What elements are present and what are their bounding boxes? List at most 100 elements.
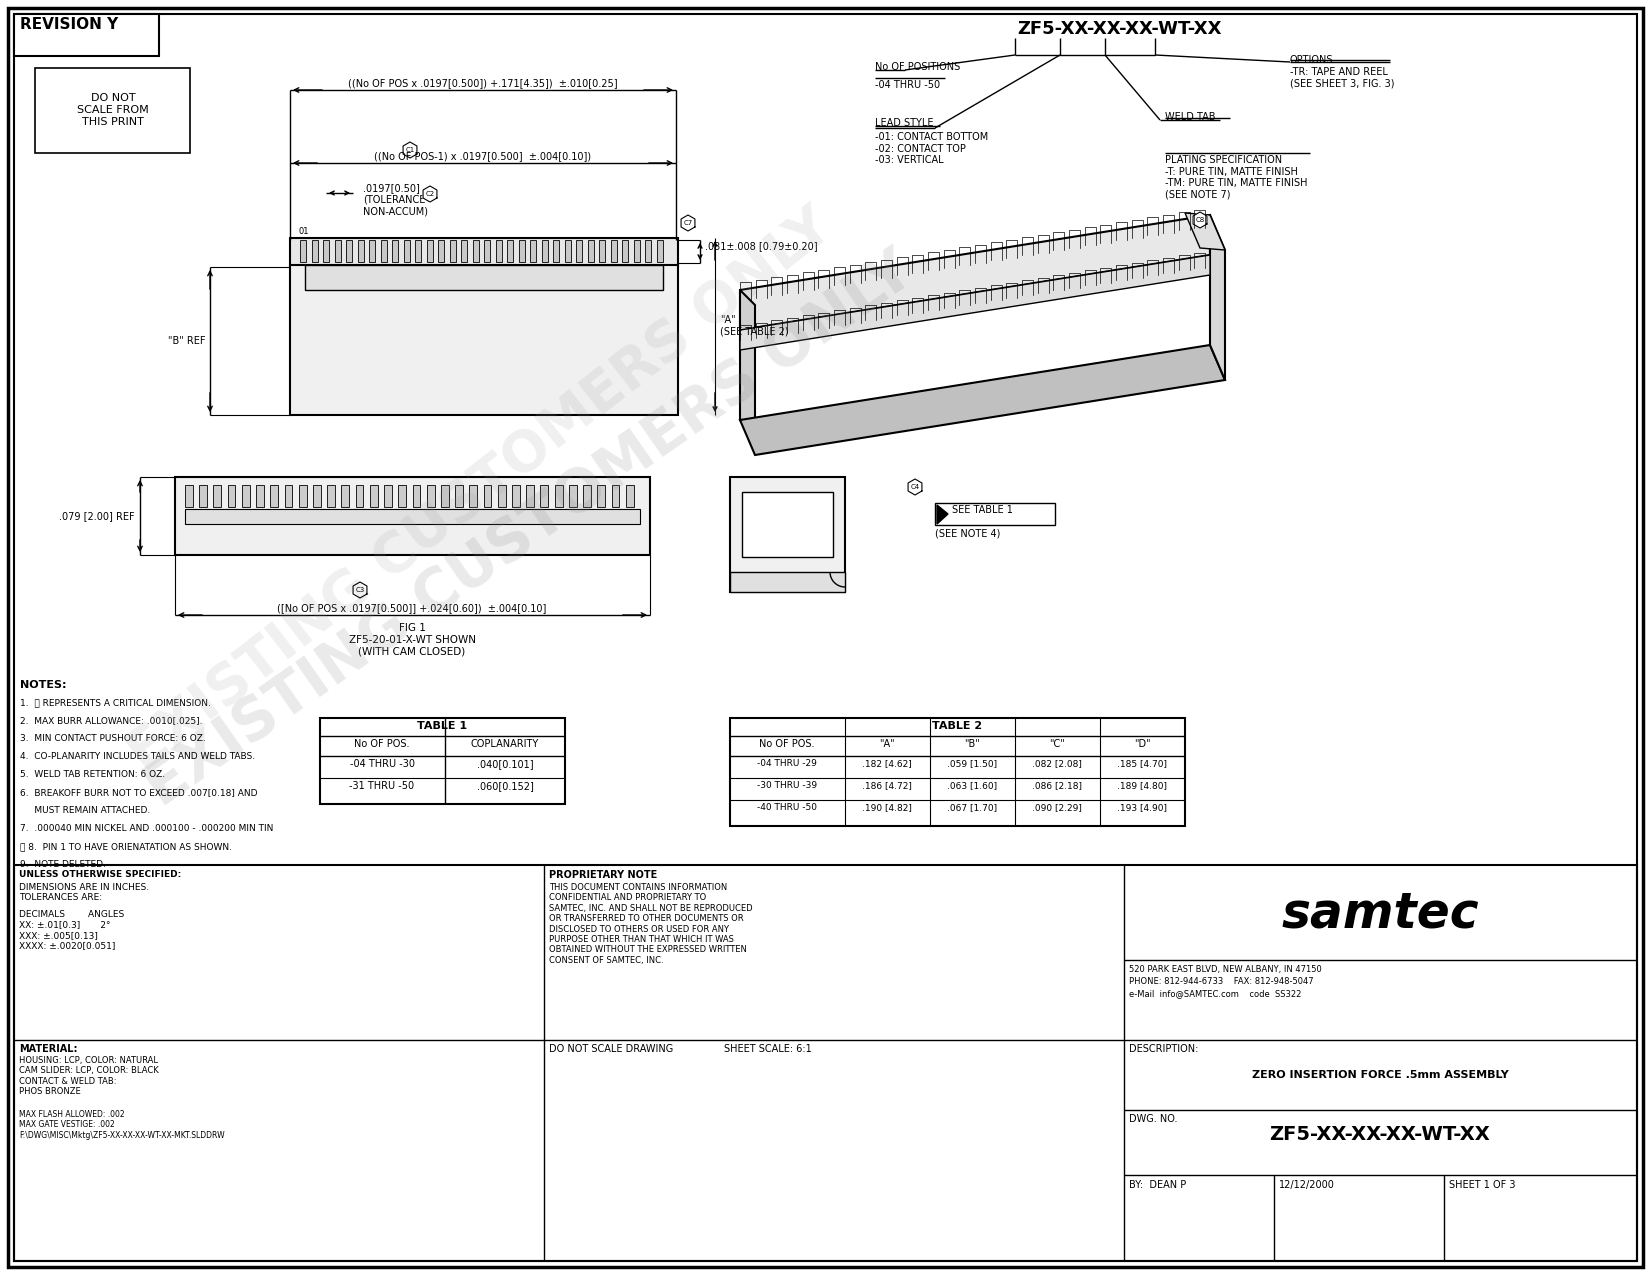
Text: (SEE NOTE 4): (SEE NOTE 4) [934,528,1001,538]
Text: "B" REF: "B" REF [167,337,205,346]
Bar [228,484,236,507]
Bar [370,484,378,507]
Bar [583,484,591,507]
Text: BY:  DEAN P: BY: DEAN P [1129,1179,1187,1190]
Bar [570,484,576,507]
Text: -01: CONTACT BOTTOM
-02: CONTACT TOP
-03: VERTICAL: -01: CONTACT BOTTOM -02: CONTACT TOP -03… [875,133,989,166]
Text: C7: C7 [684,221,693,226]
Text: .082 [2.08]: .082 [2.08] [1032,759,1081,768]
Text: TABLE 1: TABLE 1 [418,720,467,731]
Text: samtec: samtec [1281,889,1479,937]
Bar [456,484,462,507]
Text: LEAD STYLE: LEAD STYLE [875,119,933,128]
Text: -31 THRU -50: -31 THRU -50 [350,782,414,790]
Text: EXISTING CUSTOMERS ONLY: EXISTING CUSTOMERS ONLY [135,242,925,819]
Text: 5.  WELD TAB RETENTION: 6 OZ.: 5. WELD TAB RETENTION: 6 OZ. [20,770,165,779]
Bar [934,504,1055,525]
Bar [730,718,1185,826]
Bar [576,240,583,261]
Text: 01: 01 [297,227,309,236]
Text: EXISTING CUSTOMERS ONLY: EXISTING CUSTOMERS ONLY [117,199,842,782]
Text: 4.  CO-PLANARITY INCLUDES TAILS AND WELD TABS.: 4. CO-PLANARITY INCLUDES TAILS AND WELD … [20,752,256,761]
Text: C2: C2 [426,191,434,198]
Text: C3: C3 [355,586,365,593]
Polygon shape [938,505,948,524]
Text: C4: C4 [910,484,920,490]
Bar [355,484,363,507]
Bar [599,240,606,261]
Text: "B": "B" [964,740,981,748]
Bar [35,68,190,153]
Text: e-Mail  info@SAMTEC.com    code  SS322: e-Mail info@SAMTEC.com code SS322 [1129,989,1301,998]
Text: No OF POS.: No OF POS. [759,740,814,748]
Bar [441,484,449,507]
Text: C1: C1 [406,147,414,153]
Bar [626,484,634,507]
Bar [13,14,158,56]
Bar [324,240,329,261]
Bar [449,240,456,261]
Bar [200,484,206,507]
Text: 6.  BREAKOFF BURR NOT TO EXCEED .007[0.18] AND: 6. BREAKOFF BURR NOT TO EXCEED .007[0.18… [20,788,258,797]
Polygon shape [908,479,921,495]
Text: SHEET SCALE: 6:1: SHEET SCALE: 6:1 [725,1044,812,1054]
Bar [291,265,679,414]
Text: .040[0.101]: .040[0.101] [477,759,533,769]
Text: .193 [4.90]: .193 [4.90] [1118,803,1167,812]
Bar [327,484,335,507]
Text: HOUSING: LCP, COLOR: NATURAL
CAM SLIDER: LCP, COLOR: BLACK
CONTACT & WELD TAB:
P: HOUSING: LCP, COLOR: NATURAL CAM SLIDER:… [20,1056,158,1096]
Bar [484,484,492,507]
Polygon shape [740,255,1210,351]
Bar [175,477,650,555]
Bar [512,484,520,507]
Text: .067 [1.70]: .067 [1.70] [948,803,997,812]
Bar [542,240,548,261]
Polygon shape [682,215,695,231]
Text: TABLE 2: TABLE 2 [931,720,982,731]
Polygon shape [740,346,1225,455]
Bar [380,240,386,261]
Bar [342,484,350,507]
Text: .063 [1.60]: .063 [1.60] [948,782,997,790]
Text: .189 [4.80]: .189 [4.80] [1118,782,1167,790]
Text: "C": "C" [1048,740,1065,748]
Text: -04 THRU -29: -04 THRU -29 [758,759,817,768]
Bar [469,484,477,507]
Text: DIMENSIONS ARE IN INCHES.
TOLERANCES ARE:: DIMENSIONS ARE IN INCHES. TOLERANCES ARE… [20,884,149,903]
Bar [305,265,664,289]
Text: 2.  MAX BURR ALLOWANCE: .0010[.025].: 2. MAX BURR ALLOWANCE: .0010[.025]. [20,717,203,725]
Text: .185 [4.70]: .185 [4.70] [1118,759,1167,768]
Polygon shape [403,142,418,158]
Text: 9.  NOTE DELETED.: 9. NOTE DELETED. [20,861,106,870]
Bar [527,484,533,507]
Text: 1.  Ⓒ REPRESENTS A CRITICAL DIMENSION.: 1. Ⓒ REPRESENTS A CRITICAL DIMENSION. [20,697,211,708]
Bar [588,240,594,261]
Bar [646,240,652,261]
Bar [657,240,662,261]
Bar [320,718,565,805]
Polygon shape [1194,212,1207,228]
Polygon shape [1185,213,1225,250]
Bar [741,492,834,557]
Bar [414,240,421,261]
Text: No OF POSITIONS: No OF POSITIONS [875,62,961,71]
Bar [314,484,320,507]
Bar [213,484,221,507]
Text: .079 [2.00] REF: .079 [2.00] REF [59,511,135,521]
Text: 12/12/2000: 12/12/2000 [1280,1179,1336,1190]
Bar [347,240,352,261]
Polygon shape [353,581,367,598]
Bar [271,484,277,507]
Text: .031±.008 [0.79±0.20]: .031±.008 [0.79±0.20] [705,241,817,251]
Text: .059 [1.50]: .059 [1.50] [948,759,997,768]
Bar [553,240,560,261]
Bar [413,484,421,507]
Text: REVISION Y: REVISION Y [20,17,119,32]
Bar [622,240,629,261]
Text: -40 THRU -50: -40 THRU -50 [758,803,817,812]
Bar [185,509,641,524]
Bar [472,240,479,261]
Text: C8: C8 [1195,217,1205,223]
Text: ZERO INSERTION FORCE .5mm ASSEMBLY: ZERO INSERTION FORCE .5mm ASSEMBLY [1251,1070,1509,1080]
Text: ZF5-XX-XX-XX-WT-XX: ZF5-XX-XX-XX-WT-XX [1017,20,1222,38]
